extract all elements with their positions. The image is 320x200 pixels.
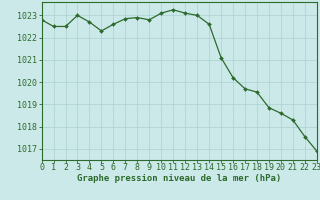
X-axis label: Graphe pression niveau de la mer (hPa): Graphe pression niveau de la mer (hPa) (77, 174, 281, 183)
